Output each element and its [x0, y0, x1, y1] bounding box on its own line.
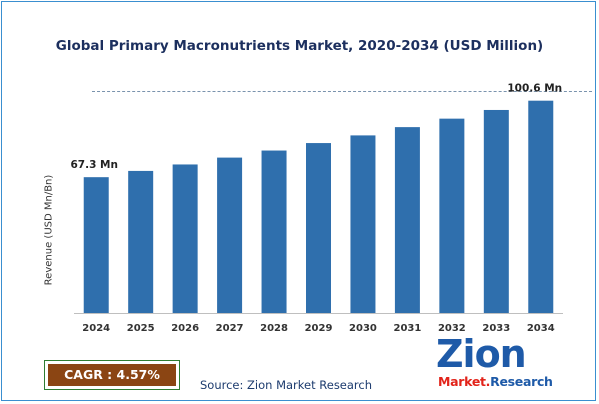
- chart-title: Global Primary Macronutrients Market, 20…: [55, 38, 544, 54]
- zion-logo: Zion Market.Research: [430, 332, 555, 396]
- bar-2032: [439, 118, 465, 313]
- bar-2028: [261, 150, 287, 313]
- x-tick-label-2030: 2030: [349, 323, 377, 334]
- data-label-2024: 67.3 Mn: [70, 159, 118, 171]
- x-tick-label-2025: 2025: [127, 323, 155, 334]
- cagr-badge: CAGR : 4.57%: [44, 360, 180, 390]
- x-tick-label-2026: 2026: [171, 323, 199, 334]
- bar-2034: [528, 100, 554, 313]
- data-label-2034: 100.6 Mn: [507, 83, 562, 95]
- bar-2026: [172, 164, 198, 313]
- source-text: Source: Zion Market Research: [200, 378, 373, 392]
- bar-2029: [306, 143, 331, 313]
- x-tick-label-2033: 2033: [482, 323, 510, 334]
- logo-subtitle: Market.Research: [438, 374, 553, 389]
- bar-2033: [483, 109, 509, 313]
- bar-2031: [394, 127, 420, 313]
- bar-2027: [217, 157, 243, 313]
- bar-2025: [128, 170, 154, 313]
- logo-research-text: Research: [490, 374, 553, 389]
- cagr-label: CAGR : 4.57%: [48, 364, 176, 386]
- bar-2024: [83, 177, 109, 313]
- x-tick-label-2031: 2031: [393, 323, 421, 334]
- logo-wordmark: Zion: [436, 332, 527, 376]
- x-tick-label-2027: 2027: [216, 323, 244, 334]
- x-tick-label-2028: 2028: [260, 323, 288, 334]
- x-tick-label-2024: 2024: [82, 323, 110, 334]
- logo-market-text: Market.: [438, 374, 491, 389]
- x-tick-label-2032: 2032: [438, 323, 466, 334]
- x-tick-label-2029: 2029: [305, 323, 333, 334]
- dashed-divider: [92, 91, 592, 92]
- x-tick-label-2034: 2034: [527, 323, 555, 334]
- bar-2030: [350, 135, 376, 313]
